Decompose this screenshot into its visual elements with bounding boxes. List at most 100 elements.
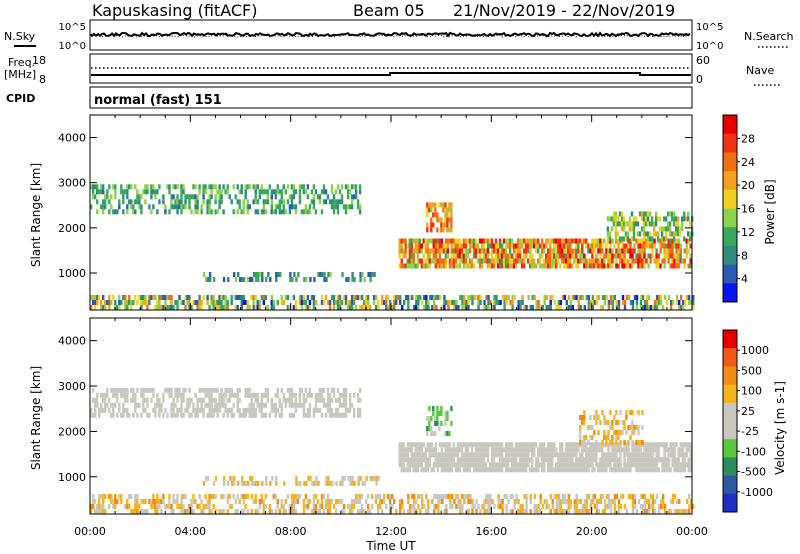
power-cell — [240, 295, 243, 300]
power-cell — [619, 248, 622, 254]
power-cell — [328, 300, 332, 305]
velocity-cell — [418, 457, 422, 463]
velocity-cell — [421, 499, 424, 504]
power-cell — [490, 263, 494, 269]
velocity-cell — [434, 442, 438, 448]
velocity-cell — [641, 509, 645, 514]
velocity-cell — [288, 412, 292, 418]
velocity-cell — [470, 447, 474, 453]
power-cell — [460, 248, 464, 254]
velocity-cell — [655, 447, 658, 453]
velocity-cell — [335, 480, 338, 486]
power-cell — [206, 300, 209, 305]
velocity-cell — [667, 462, 670, 468]
power-cell — [112, 209, 115, 215]
velocity-cell — [446, 416, 449, 421]
velocity-cell — [178, 392, 181, 398]
velocity-cell — [681, 442, 684, 448]
power-cell — [292, 184, 296, 190]
velocity-cell — [561, 462, 564, 468]
power-cell — [170, 295, 173, 300]
power-cell — [196, 300, 199, 305]
power-cell — [246, 184, 249, 190]
velocity-cell — [230, 387, 233, 393]
velocity-cell — [134, 494, 137, 499]
velocity-cell — [456, 447, 460, 453]
power-cell — [425, 305, 428, 310]
power-cell — [464, 258, 468, 264]
velocity-cell — [649, 504, 653, 509]
velocity-cell — [613, 467, 616, 473]
power-cell — [118, 199, 121, 205]
power-cell — [494, 243, 498, 249]
power-cell — [569, 248, 572, 254]
power-cell — [446, 253, 450, 259]
velocity-cell — [627, 447, 630, 453]
power-cell — [108, 305, 111, 310]
power-cell — [444, 202, 447, 208]
power-cell — [262, 189, 266, 195]
velocity-cell — [418, 447, 422, 453]
velocity-cell — [136, 509, 139, 514]
power-cell — [304, 300, 308, 305]
velocity-cell — [553, 447, 556, 453]
velocity-cell — [655, 462, 658, 468]
velocity-cell — [190, 509, 193, 514]
power-cell — [426, 202, 429, 208]
velocity-cell — [236, 407, 239, 413]
velocity-cell — [368, 509, 372, 514]
velocity-cell — [591, 452, 594, 458]
power-cell — [196, 199, 199, 205]
power-cell — [585, 238, 588, 244]
power-cell — [495, 295, 498, 300]
power-cell — [426, 253, 430, 259]
power-cell — [537, 243, 540, 249]
power-cell — [312, 199, 316, 205]
velocity-cell — [651, 494, 655, 499]
velocity-cell — [561, 457, 564, 463]
power-cell — [677, 248, 680, 254]
nave-tick-bottom: 0 — [696, 73, 703, 86]
power-cell — [218, 184, 221, 190]
power-cell — [408, 243, 412, 249]
velocity-cell — [412, 457, 416, 463]
velocity-cell — [611, 420, 614, 425]
power-cell — [447, 300, 450, 305]
power-cell — [222, 295, 225, 300]
velocity-cell — [437, 509, 440, 514]
velocity-cell — [118, 494, 121, 499]
velocity-cell — [348, 392, 352, 398]
velocity-cell — [641, 467, 644, 473]
velocity-cell — [249, 475, 252, 481]
power-cell — [664, 236, 668, 242]
velocity-cell — [617, 499, 621, 504]
velocity-cell — [414, 452, 418, 458]
power-cell — [671, 263, 674, 269]
power-cell — [670, 216, 674, 222]
velocity-cell — [450, 462, 454, 468]
velocity-cell — [112, 387, 115, 393]
velocity-cell — [518, 457, 522, 463]
velocity-cell — [518, 442, 522, 448]
power-cell — [94, 194, 97, 200]
power-cell — [288, 209, 292, 215]
power-cell — [322, 199, 326, 205]
power-cell — [625, 263, 628, 269]
power-cell — [565, 238, 568, 244]
velocity-cell — [613, 499, 617, 504]
velocity-cell — [619, 410, 622, 415]
power-cell — [274, 189, 278, 195]
power-cell — [657, 253, 660, 259]
velocity-cell — [579, 452, 582, 458]
velocity-cell — [496, 447, 500, 453]
velocity-cell — [156, 509, 159, 514]
power-colorbar-tick-label: 24 — [741, 156, 755, 169]
power-cell — [611, 253, 614, 259]
power-cell — [595, 258, 598, 264]
velocity-cell — [609, 467, 612, 473]
velocity-cell — [230, 412, 233, 418]
power-cell — [152, 204, 155, 210]
power-cell — [643, 305, 647, 310]
power-cell — [466, 238, 470, 244]
velocity-cell — [106, 402, 109, 408]
